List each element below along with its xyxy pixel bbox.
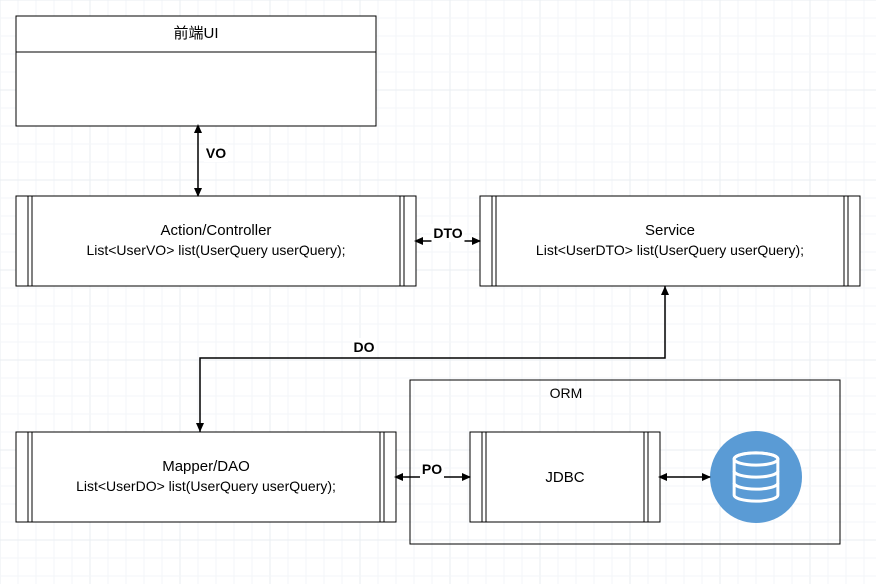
node-dao: Mapper/DAO List<UserDO> list(UserQuery u… — [16, 432, 396, 522]
service-subtitle: List<UserDTO> list(UserQuery userQuery); — [536, 242, 804, 258]
ui-title: 前端UI — [173, 25, 218, 42]
dao-title: Mapper/DAO — [162, 458, 250, 475]
node-ui: 前端UI — [16, 16, 376, 126]
node-jdbc: JDBC — [470, 432, 660, 522]
node-controller: Action/Controller List<UserVO> list(User… — [16, 196, 416, 286]
edge-label-controller-service: DTO — [433, 225, 462, 241]
jdbc-title: JDBC — [545, 469, 584, 486]
edge-label-ui-controller: VO — [206, 145, 226, 161]
orm-label: ORM — [550, 385, 583, 401]
service-title: Service — [645, 222, 695, 239]
dao-subtitle: List<UserDO> list(UserQuery userQuery); — [76, 478, 336, 494]
controller-title: Action/Controller — [161, 222, 272, 239]
edge-label-service-dao: DO — [354, 339, 375, 355]
diagram-canvas: ORM 前端UI Action/Controller List<UserVO> … — [0, 0, 876, 584]
database-icon — [710, 431, 802, 523]
controller-subtitle: List<UserVO> list(UserQuery userQuery); — [86, 242, 345, 258]
edge-label-dao-jdbc: PO — [422, 461, 442, 477]
node-service: Service List<UserDTO> list(UserQuery use… — [480, 196, 860, 286]
